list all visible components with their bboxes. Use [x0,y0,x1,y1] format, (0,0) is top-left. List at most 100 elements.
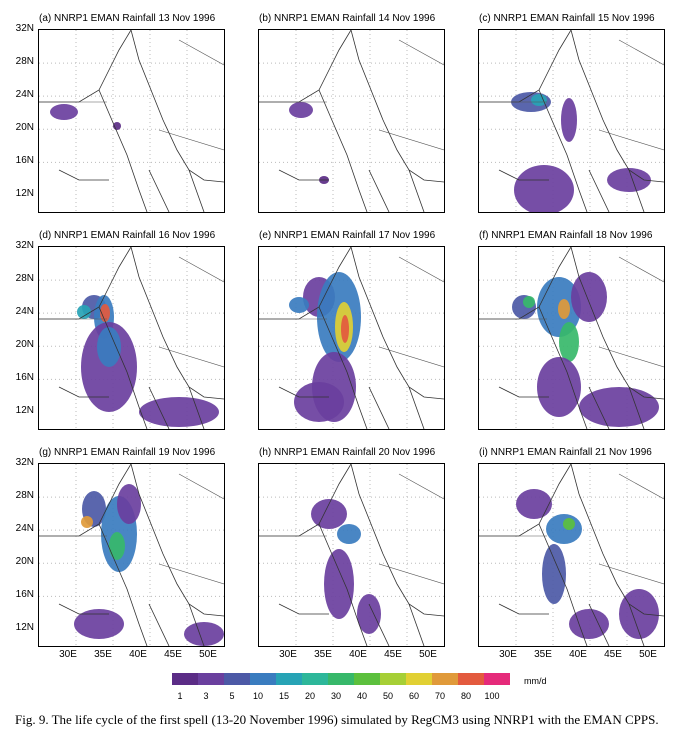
lat-label: 32N [15,240,34,251]
rain-contour [294,382,344,422]
colorbar-label: 100 [484,691,500,701]
coastline [259,30,352,103]
colorbar-cell [484,673,510,685]
rainfall-map [38,29,225,213]
rainfall-map [38,463,225,647]
rain-contour [607,168,651,192]
rainfall-map [258,29,445,213]
rain-contour [337,524,361,544]
panel-title: (g) NNRP1 EMAN Rainfall 19 Nov 1996 [39,447,216,458]
coastline [498,169,549,181]
lon-label: 45E [384,649,402,660]
lat-label: 28N [15,273,34,284]
coastline [538,89,588,212]
lat-label: 12N [15,405,34,416]
rainfall-map [258,246,445,430]
coastline [408,603,425,646]
panel-title: (b) NNRP1 EMAN Rainfall 14 Nov 1996 [259,13,436,24]
rain-contour [579,387,659,427]
rainfall-map [38,246,225,430]
lon-label: 40E [129,649,147,660]
lat-label: 32N [15,23,34,34]
rain-contour [537,357,581,417]
rain-contour [571,272,607,322]
coastline [570,464,664,617]
colorbar-cell [198,673,224,685]
map-plot [39,464,224,646]
coastline [148,386,170,429]
coastline [538,306,588,429]
lat-label: 20N [15,339,34,350]
colorbar-label: 60 [408,691,419,701]
country-border [398,473,444,500]
colorbar-cell [380,673,406,685]
colorbar-cell [432,673,458,685]
country-border [598,563,664,585]
rain-contour [341,315,349,343]
coastline [278,603,329,615]
map-plot [479,30,664,212]
coastline [98,523,148,646]
country-border [158,346,224,368]
map-plot [259,464,444,646]
coastline [98,306,148,429]
colorbar-cell [354,673,380,685]
coastline [498,603,549,615]
colorbar-label: 50 [382,691,393,701]
rain-contour [77,305,91,319]
coastline [408,386,425,429]
country-border [378,129,444,151]
rain-contour [109,532,125,560]
rain-contour [357,594,381,634]
panel-title: (h) NNRP1 EMAN Rainfall 20 Nov 1996 [259,447,436,458]
rain-contour [100,304,110,322]
colorbar-label: 30 [330,691,341,701]
rain-contour [139,397,219,427]
coastline [39,30,132,103]
coastline [130,247,224,400]
rain-contour [97,327,121,367]
coastline [538,523,588,646]
country-border [378,563,444,585]
coastline [628,386,645,429]
rain-contour [619,589,659,639]
country-border [598,346,664,368]
figure-caption: Fig. 9. The life cycle of the first spel… [15,712,659,727]
lat-label: 12N [15,622,34,633]
colorbar-label: 40 [356,691,367,701]
lon-label: 40E [569,649,587,660]
lat-label: 28N [15,56,34,67]
colorbar-cell [172,673,198,685]
lon-label: 40E [349,649,367,660]
coastline [368,169,390,212]
country-border [618,39,664,66]
lon-label: 35E [94,649,112,660]
rainfall-map [478,29,665,213]
rain-contour [542,544,566,604]
lat-label: 32N [15,457,34,468]
map-plot [259,30,444,212]
coastline [58,169,109,181]
colorbar-label: 15 [278,691,289,701]
country-border [158,129,224,151]
coastline [570,247,664,400]
rainfall-map [478,246,665,430]
lon-label: 30E [499,649,517,660]
coastline [148,169,170,212]
lat-label: 24N [15,89,34,100]
coastline [570,30,664,183]
coastline [278,169,329,181]
lon-label: 45E [164,649,182,660]
rain-contour [184,622,224,646]
colorbar-cell [458,673,484,685]
coastline [130,464,224,617]
lon-label: 50E [199,649,217,660]
coastline [628,603,645,646]
coastline [188,603,205,646]
map-plot [479,464,664,646]
colorbar-label: 1 [177,691,183,701]
lat-label: 24N [15,523,34,534]
lon-label: 30E [59,649,77,660]
lat-label: 20N [15,122,34,133]
colorbar-label: 70 [434,691,445,701]
